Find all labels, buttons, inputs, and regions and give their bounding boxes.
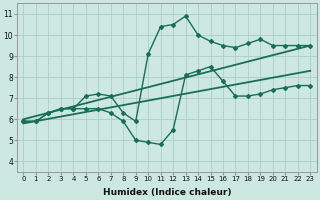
X-axis label: Humidex (Indice chaleur): Humidex (Indice chaleur) — [103, 188, 231, 197]
